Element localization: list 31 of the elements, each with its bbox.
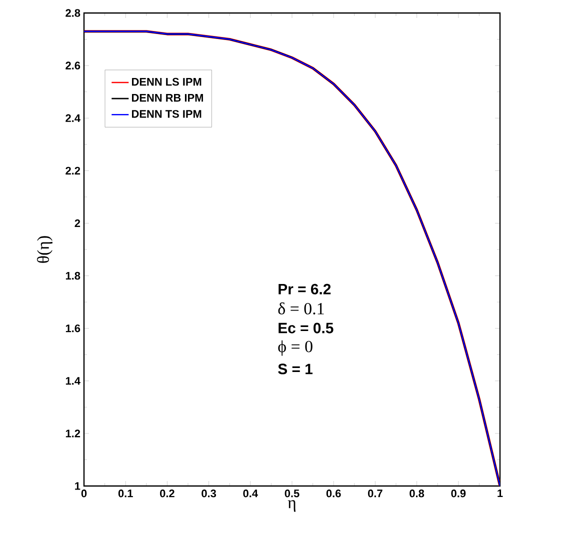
- y-tick-label: 1.6: [66, 324, 80, 332]
- x-tick-label: 0.5: [284, 490, 300, 498]
- y-tick-label: 1.8: [66, 272, 80, 280]
- annotation: Ec = 0.5: [278, 322, 334, 334]
- legend-label: DENN RB IPM: [132, 94, 203, 102]
- legend-label: DENN TS IPM: [132, 110, 202, 118]
- annotation: Pr = 6.2: [278, 284, 331, 294]
- x-tick-label: 1: [498, 490, 503, 498]
- y-tick-label: 2: [74, 219, 80, 228]
- x-tick-label: 0.6: [326, 490, 341, 498]
- y-tick-label: 1: [75, 482, 80, 490]
- y-tick-label: 2.4: [66, 114, 80, 122]
- y-tick-label: 1.4: [66, 377, 80, 385]
- annotation: ϕ = 0: [278, 340, 312, 356]
- x-tick-label: 0.8: [410, 490, 424, 498]
- legend-label: DENN LS IPM: [132, 78, 202, 86]
- x-tick-label: 0.4: [243, 490, 258, 498]
- annotation: S = 1: [278, 364, 313, 374]
- y-tick-label: 1.2: [66, 430, 80, 438]
- annotation: δ = 0.1: [278, 302, 324, 314]
- x-tick-label: 0.2: [160, 490, 174, 498]
- x-tick-label: 0: [81, 490, 87, 498]
- y-tick-label: 2.2: [66, 166, 80, 174]
- x-tick-label: 0.1: [118, 490, 133, 498]
- y-tick-label: 2.6: [66, 62, 80, 70]
- x-tick-label: 0.9: [451, 490, 466, 498]
- x-axis-title: η: [288, 500, 296, 512]
- x-tick-label: 0.7: [368, 490, 382, 498]
- y-axis-title: θ(η): [36, 236, 52, 263]
- y-tick-label: 2.8: [66, 9, 80, 17]
- x-tick-label: 0.3: [202, 490, 216, 498]
